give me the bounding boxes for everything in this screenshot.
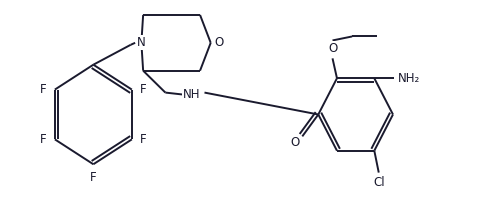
Text: F: F xyxy=(140,83,146,96)
Text: F: F xyxy=(40,83,46,96)
Text: NH₂: NH₂ xyxy=(397,72,419,85)
Text: O: O xyxy=(327,42,336,55)
Text: NH: NH xyxy=(183,88,201,101)
Text: F: F xyxy=(90,171,97,184)
Text: Cl: Cl xyxy=(372,176,384,189)
Text: O: O xyxy=(214,36,223,49)
Text: F: F xyxy=(140,133,146,146)
Text: N: N xyxy=(137,36,145,49)
Text: F: F xyxy=(40,133,46,146)
Text: O: O xyxy=(290,136,299,149)
